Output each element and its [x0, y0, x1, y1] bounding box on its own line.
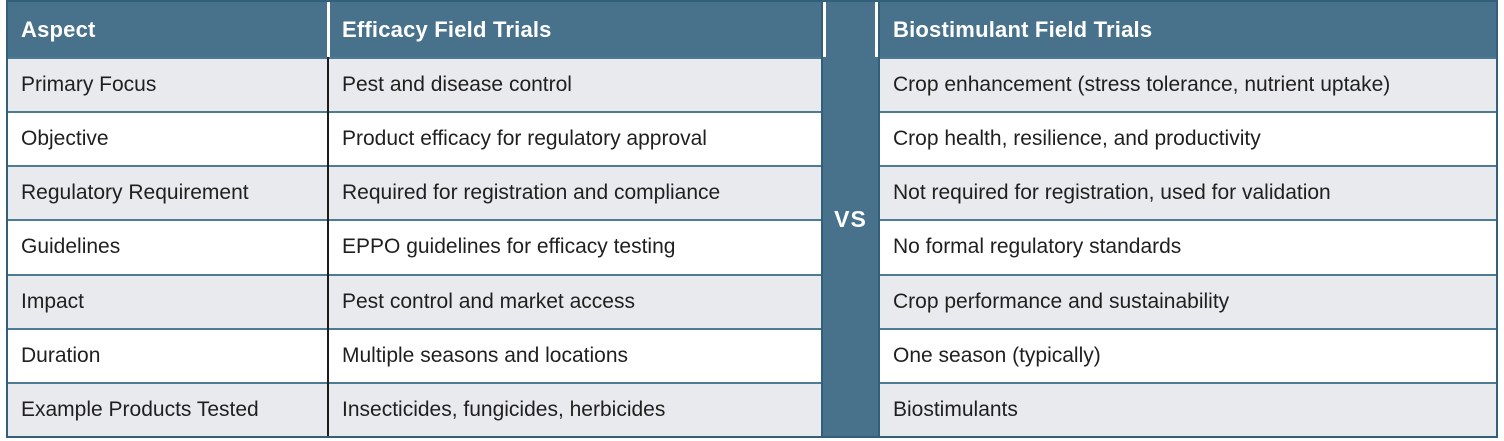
biostimulant-cell: Not required for registration, used for …: [893, 181, 1331, 205]
aspect-cell: Duration: [21, 343, 101, 367]
biostimulant-column-header: Biostimulant Field Trials: [893, 16, 1153, 42]
biostimulant-cell: Crop performance and sustainability: [893, 289, 1230, 313]
efficacy-cell: Pest and disease control: [342, 73, 572, 97]
efficacy-cell: Multiple seasons and locations: [342, 343, 629, 367]
biostimulant-cell: Biostimulants: [893, 397, 1018, 421]
table-row: Impact Pest control and market access: [8, 273, 821, 328]
aspect-cell: Objective: [21, 127, 109, 151]
aspect-cell: Example Products Tested: [21, 397, 259, 421]
table-row: Regulatory Requirement Required for regis…: [8, 165, 821, 220]
table-row: No formal regulatory standards: [880, 219, 1496, 274]
aspect-cell: Primary Focus: [21, 73, 157, 97]
left-table-header-row: Aspect Efficacy Field Trials: [8, 2, 821, 57]
efficacy-cell: Pest control and market access: [342, 289, 635, 313]
biostimulant-cell: Crop health, resilience, and productivit…: [893, 127, 1261, 151]
table-row: Crop performance and sustainability: [880, 273, 1496, 328]
vs-label: VS: [834, 205, 867, 232]
efficacy-cell: EPPO guidelines for efficacy testing: [342, 235, 676, 259]
biostimulant-cell: One season (typically): [893, 343, 1101, 367]
efficacy-trials-table: Aspect Efficacy Field Trials Primary Foc…: [6, 0, 823, 438]
aspect-column-header: Aspect: [21, 16, 96, 42]
table-row: Primary Focus Pest and disease control: [8, 57, 821, 112]
aspect-cell: Guidelines: [21, 235, 121, 259]
aspect-cell: Regulatory Requirement: [21, 181, 249, 205]
biostimulant-trials-table: Biostimulant Field Trials Crop enhanceme…: [878, 0, 1498, 438]
table-row: Biostimulants: [880, 381, 1496, 436]
aspect-cell: Impact: [21, 289, 85, 313]
efficacy-cell: Product efficacy for regulatory approval: [342, 127, 707, 151]
efficacy-column-header: Efficacy Field Trials: [327, 2, 821, 57]
table-row: Objective Product efficacy for regulatory…: [8, 111, 821, 166]
efficacy-cell: Required for registration and compliance: [342, 181, 721, 205]
table-row: Example Products Tested Insecticides, fun…: [8, 381, 821, 436]
table-row: One season (typically): [880, 327, 1496, 382]
efficacy-cell: Insecticides, fungicides, herbicides: [342, 397, 666, 421]
biostimulant-cell: Crop enhancement (stress tolerance, nutr…: [893, 73, 1391, 97]
table-row: Duration Multiple seasons and locations: [8, 327, 821, 382]
right-table-header-row: Biostimulant Field Trials: [880, 2, 1496, 57]
table-row: Not required for registration, used for …: [880, 165, 1496, 220]
vs-divider-band: VS: [823, 0, 878, 438]
table-row: Guidelines EPPO guidelines for efficacy t…: [8, 219, 821, 274]
table-row: Crop health, resilience, and productivit…: [880, 111, 1496, 166]
table-row: Crop enhancement (stress tolerance, nutr…: [880, 57, 1496, 112]
biostimulant-cell: No formal regulatory standards: [893, 235, 1182, 259]
